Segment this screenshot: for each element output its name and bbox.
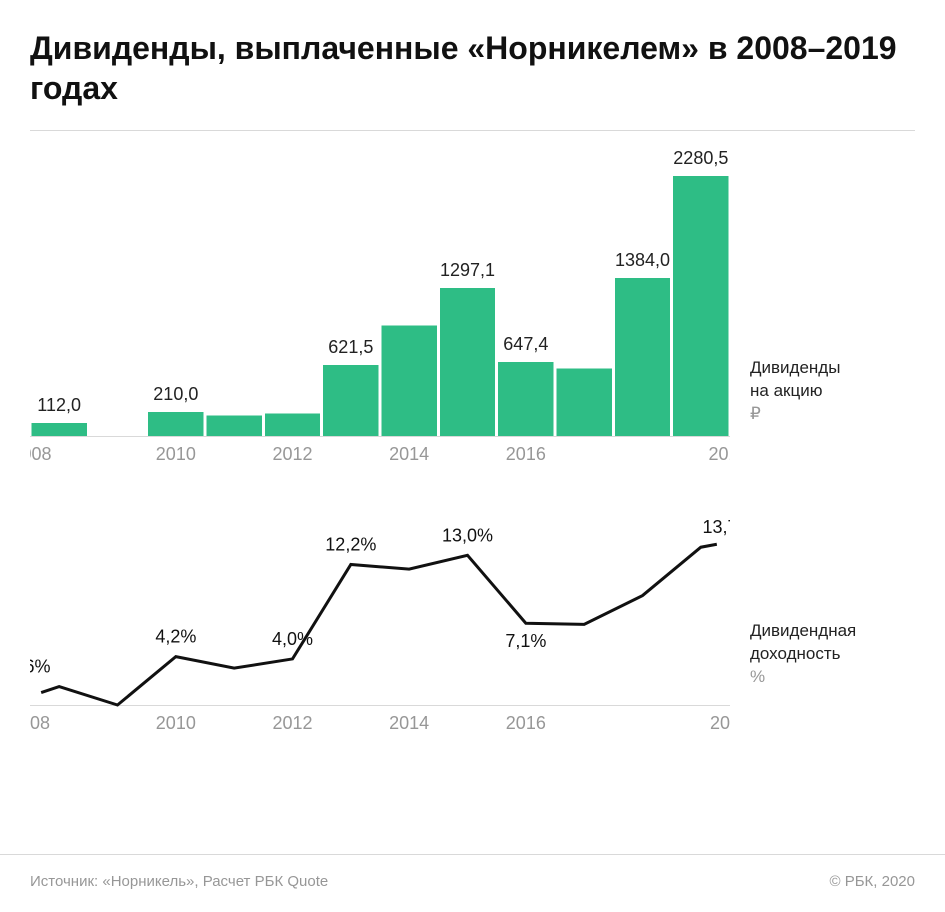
line-x-tick: 2012 [272, 713, 312, 733]
line-chart-area: 1,6% 2008 4,2% 2010 4,0% 2012 12,2% 2014 13,0% 7,… [30, 510, 730, 735]
bar-x-tick: 2016 [506, 444, 546, 464]
bar-side-unit: ₽ [750, 403, 880, 426]
line-x-tick: 2010 [156, 713, 196, 733]
bar-chart-svg: 112,0 2008 210,0 2010 2012 621,5 2014 1297,1 647… [30, 141, 730, 466]
bar-value-label: 647,4 [503, 334, 548, 354]
bar [207, 415, 262, 436]
bar-x-tick: 2019 [708, 444, 730, 464]
line-chart-side-label: Дивидендная доходность % [730, 620, 880, 689]
line-x-tick: 2014 [389, 713, 429, 733]
bar-x-tick: 2014 [389, 444, 429, 464]
line-value-label: 4,0% [272, 629, 313, 649]
bar-value-label: 1384,0 [615, 250, 670, 270]
bar-value-label: 2280,5 [673, 148, 728, 168]
page-title: Дивиденды, выплаченные «Норникелем» в 20… [30, 28, 915, 130]
bar-value-label: 210,0 [153, 384, 198, 404]
bar [382, 325, 437, 436]
bar-side-label-1: Дивиденды [750, 357, 880, 380]
line-value-label: 13,7% [702, 517, 730, 537]
chart-container: Дивиденды, выплаченные «Норникелем» в 20… [0, 0, 945, 912]
bar-value-label: 621,5 [328, 337, 373, 357]
line-x-tick: 2019 [710, 713, 730, 733]
bar-chart-side-label: Дивиденды на акцию ₽ [730, 357, 880, 426]
bar-x-tick: 2008 [30, 444, 52, 464]
bar-chart-area: 112,0 2008 210,0 2010 2012 621,5 2014 1297,1 647… [30, 141, 730, 466]
line-value-label: 7,1% [505, 631, 546, 651]
bar [498, 362, 553, 436]
footer-source: Источник: «Норникель», Расчет РБК Quote [30, 873, 328, 890]
line-x-tick: 2008 [30, 713, 50, 733]
bar [148, 412, 203, 436]
bar [265, 414, 320, 436]
footer: Источник: «Норникель», Расчет РБК Quote … [0, 854, 945, 912]
bar [32, 423, 87, 436]
bar [673, 176, 728, 436]
line-value-label: 12,2% [325, 534, 376, 554]
line-value-label: 1,6% [30, 657, 51, 677]
line-value-label: 13,0% [442, 525, 493, 545]
bar-x-tick: 2012 [272, 444, 312, 464]
bar-value-label: 1297,1 [440, 260, 495, 280]
bar-value-label: 112,0 [37, 395, 81, 415]
line-chart-row: 1,6% 2008 4,2% 2010 4,0% 2012 12,2% 2014 13,0% 7,… [30, 510, 915, 735]
bar [323, 365, 378, 436]
line-series [41, 544, 717, 705]
bar [557, 369, 612, 436]
footer-credit: © РБК, 2020 [829, 873, 915, 890]
bar-chart-row: 112,0 2008 210,0 2010 2012 621,5 2014 1297,1 647… [30, 141, 915, 466]
line-chart-svg: 1,6% 2008 4,2% 2010 4,0% 2012 12,2% 2014 13,0% 7,… [30, 510, 730, 735]
line-side-unit: % [750, 666, 880, 689]
bar-x-tick: 2010 [156, 444, 196, 464]
bar [615, 278, 670, 436]
bar-side-label-2: на акцию [750, 380, 880, 403]
line-value-label: 4,2% [155, 627, 196, 647]
line-side-label-1: Дивидендная [750, 620, 880, 643]
bar [440, 288, 495, 436]
line-x-tick: 2016 [506, 713, 546, 733]
divider-top [30, 130, 915, 131]
line-side-label-2: доходность [750, 643, 880, 666]
